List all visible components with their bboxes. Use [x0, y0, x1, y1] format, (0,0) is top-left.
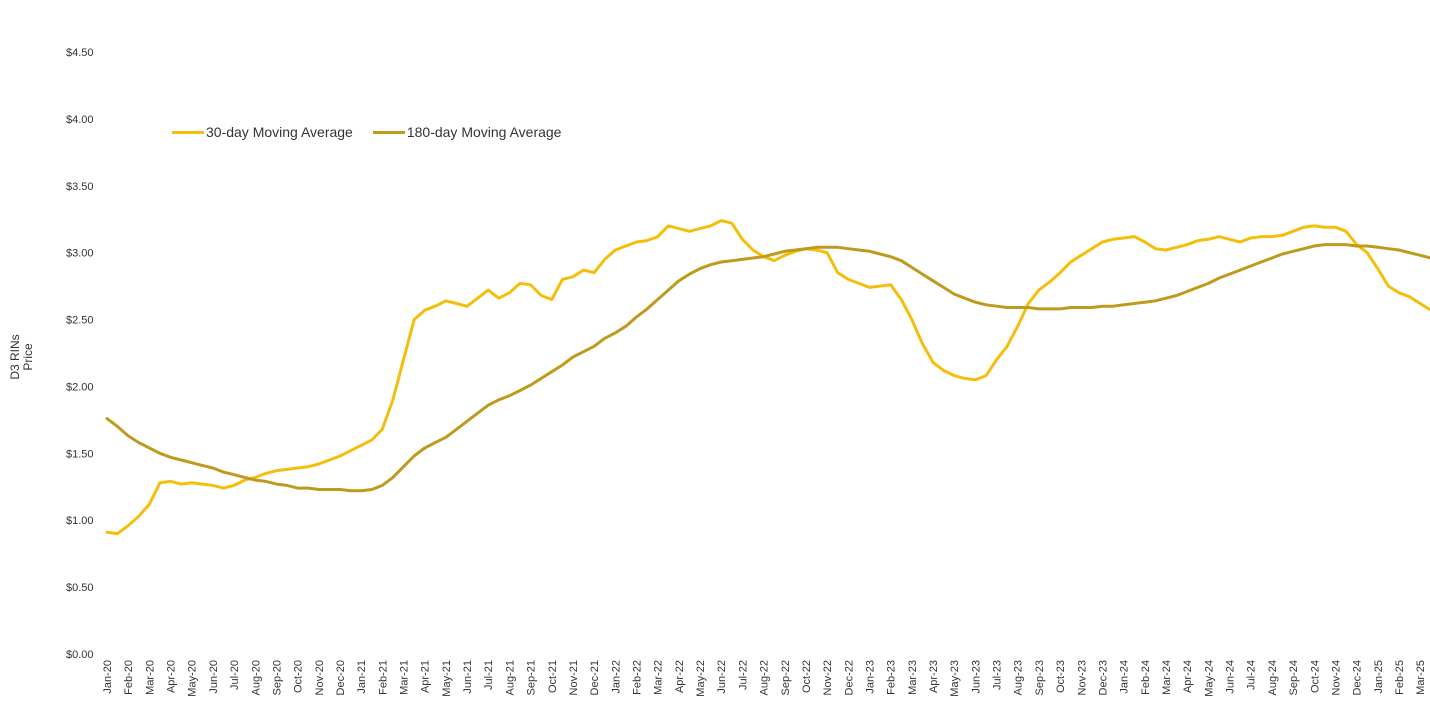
x-tick-label: May-20 [187, 660, 199, 697]
x-tick-label: Nov-22 [822, 660, 834, 695]
x-tick-label: Dec-23 [1097, 660, 1109, 695]
x-tick-label: Jan-20 [102, 660, 114, 694]
x-tick-label: May-24 [1203, 660, 1215, 697]
x-tick-label: Feb-23 [886, 660, 898, 695]
x-tick-label: Nov-20 [314, 660, 326, 695]
y-tick-label: $0.50 [66, 582, 94, 594]
y-tick-label: $4.00 [66, 114, 94, 126]
x-tick-label: Nov-24 [1330, 660, 1342, 695]
x-tick-label: Feb-22 [632, 660, 644, 695]
x-tick-label: Mar-25 [1415, 660, 1427, 695]
x-tick-label: Aug-20 [250, 660, 262, 695]
x-tick-label: Oct-21 [547, 660, 559, 693]
x-tick-label: Aug-21 [504, 660, 516, 695]
series-lines [105, 219, 1430, 536]
x-tick-label: Mar-24 [1161, 660, 1173, 695]
legend-swatch-30-day [172, 130, 204, 134]
x-tick-label: Jul-22 [737, 660, 749, 690]
x-tick-label: Sep-24 [1288, 660, 1300, 695]
x-tick-label: Jun-21 [462, 660, 474, 694]
y-tick-label: $3.50 [66, 181, 94, 193]
y-tick-label: $0.00 [66, 649, 94, 661]
x-tick-label: Jul-24 [1246, 660, 1258, 690]
x-tick-label: Oct-23 [1055, 660, 1067, 693]
y-tick-label: $2.00 [66, 381, 94, 393]
x-tick-label: Nov-23 [1076, 660, 1088, 695]
x-tick-label: Sep-23 [1034, 660, 1046, 695]
x-tick-label: Aug-24 [1267, 660, 1279, 695]
x-tick-label: Feb-20 [123, 660, 135, 695]
x-tick-label: Aug-22 [759, 660, 771, 695]
y-tick-label: $1.00 [66, 515, 94, 527]
x-tick-label: Jan-22 [610, 660, 622, 694]
x-tick-label: May-21 [441, 660, 453, 697]
x-tick-label: Mar-21 [399, 660, 411, 695]
y-axis-title-line: D3 RINs [8, 334, 22, 379]
x-tick-label: Nov-21 [568, 660, 580, 695]
x-tick-label: Dec-21 [589, 660, 601, 695]
x-tick-label: Jun-20 [208, 660, 220, 694]
x-tick-label: Mar-22 [653, 660, 665, 695]
x-tick-label: Apr-20 [166, 660, 178, 693]
y-tick-label: $1.50 [66, 448, 94, 460]
legend: 30-day Moving Average 180-day Moving Ave… [172, 124, 581, 140]
x-tick-label: Jun-22 [716, 660, 728, 694]
y-axis-title: D3 RINs Price [8, 334, 35, 379]
x-tick-label: Jul-20 [229, 660, 241, 690]
legend-item-180-day: 180-day Moving Average [372, 124, 562, 140]
x-tick-label: Feb-24 [1140, 660, 1152, 695]
x-tick-label: Feb-21 [377, 660, 389, 695]
series-line-30-day [105, 219, 1430, 536]
x-tick-label: Mar-23 [907, 660, 919, 695]
series-line-180-day [105, 243, 1430, 493]
x-tick-label: Sep-22 [780, 660, 792, 695]
legend-swatch-180-day [372, 130, 405, 134]
x-tick-label: Jan-25 [1373, 660, 1385, 694]
x-tick-label: Oct-20 [293, 660, 305, 693]
x-tick-label: Jul-21 [483, 660, 495, 690]
x-tick-label: Mar-20 [144, 660, 156, 695]
y-tick-label: $3.00 [66, 248, 94, 260]
legend-item-30-day: 30-day Moving Average [172, 124, 353, 140]
x-tick-label: Sep-20 [271, 660, 283, 695]
x-tick-label: May-23 [949, 660, 961, 697]
y-tick-labels: $0.00 $0.50 $1.00 $1.50 $2.00 $2.50 $3.00 $3.50… [66, 47, 94, 661]
legend-label-180-day: 180-day Moving Average [406, 124, 562, 140]
x-tick-labels: Jan-20 Feb-20 Mar-20 Apr-20 May-20 Jun-20 Jul-… [102, 660, 1427, 697]
x-tick-label: Dec-20 [335, 660, 347, 695]
x-tick-label: Jun-23 [970, 660, 982, 694]
y-tick-label: $2.50 [66, 315, 94, 327]
legend-label-30-day: 30-day Moving Average [206, 124, 353, 140]
y-axis-title-line: Price [21, 343, 35, 371]
x-tick-label: Apr-21 [420, 660, 432, 693]
x-tick-label: Jun-24 [1225, 660, 1237, 694]
x-tick-label: Apr-22 [674, 660, 686, 693]
x-tick-label: May-22 [695, 660, 707, 697]
x-tick-label: Dec-24 [1352, 660, 1364, 695]
x-tick-label: Jul-23 [992, 660, 1004, 690]
x-tick-label: Apr-24 [1182, 660, 1194, 693]
x-tick-label: Sep-21 [526, 660, 538, 695]
x-tick-label: Oct-22 [801, 660, 813, 693]
x-tick-label: Dec-22 [843, 660, 855, 695]
x-tick-label: Apr-23 [928, 660, 940, 693]
x-tick-label: Feb-25 [1394, 660, 1406, 695]
x-tick-label: Aug-23 [1013, 660, 1025, 695]
x-tick-label: Jan-21 [356, 660, 368, 694]
x-tick-label: Jan-23 [864, 660, 876, 694]
x-tick-label: Oct-24 [1309, 660, 1321, 693]
x-tick-label: Jan-24 [1119, 660, 1131, 694]
y-tick-label: $4.50 [66, 47, 94, 59]
